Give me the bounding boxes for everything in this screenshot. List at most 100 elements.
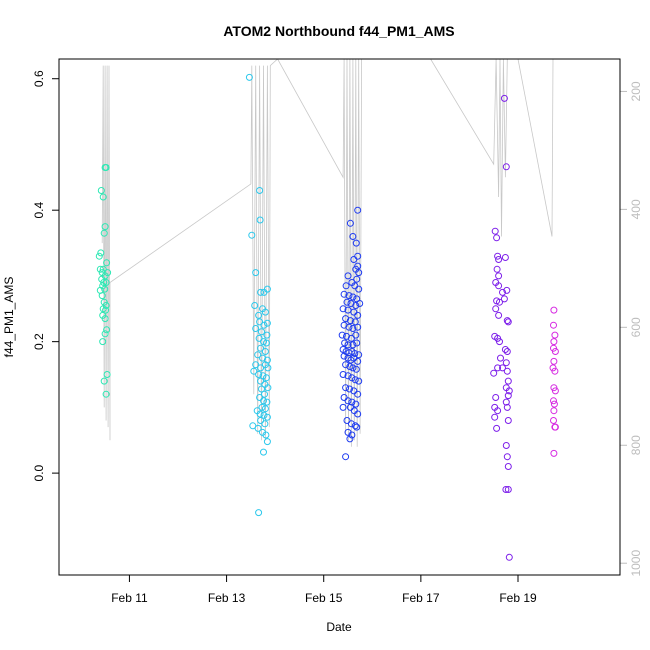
data-point	[252, 325, 260, 332]
data-point	[551, 387, 559, 395]
data-point	[349, 325, 357, 332]
data-point	[344, 272, 352, 280]
data-point	[260, 448, 267, 456]
data-point	[505, 387, 513, 395]
data-point	[352, 331, 360, 339]
data-point	[257, 377, 265, 385]
data-point	[99, 193, 107, 201]
y-axis-label: f44_PM1_AMS	[2, 277, 16, 358]
data-point	[349, 233, 357, 240]
data-point	[551, 348, 559, 355]
data-point	[346, 435, 354, 443]
data-point	[341, 339, 349, 347]
data-point	[260, 321, 268, 329]
data-point	[503, 286, 511, 294]
data-point	[354, 410, 362, 418]
data-point	[263, 398, 271, 406]
data-point	[245, 73, 253, 81]
chart-title: ATOM2 Northbound f44_PM1_AMS	[223, 23, 454, 39]
y2-tick-label: 600	[629, 317, 643, 337]
data-point	[493, 265, 501, 273]
data-point	[101, 223, 109, 231]
data-point	[342, 453, 350, 461]
data-point	[351, 376, 359, 384]
data-point	[254, 424, 262, 432]
data-point	[502, 163, 510, 171]
y-tick-label: 0.4	[32, 202, 46, 219]
data-point	[346, 385, 353, 393]
data-point	[352, 365, 360, 373]
data-point	[252, 269, 260, 277]
plot-frame	[58, 58, 621, 576]
data-point	[262, 374, 270, 382]
data-point	[502, 442, 510, 449]
data-point	[260, 411, 268, 419]
data-point	[550, 357, 558, 365]
data-point	[343, 417, 351, 424]
data-point	[97, 249, 105, 257]
data-point	[550, 306, 558, 314]
data-point	[493, 424, 501, 432]
x-tick-label: Feb 11	[111, 591, 148, 605]
data-point	[495, 256, 503, 263]
data-point	[257, 288, 265, 296]
data-point	[342, 384, 350, 392]
y2-tick-label: 400	[629, 199, 643, 219]
data-point	[102, 306, 110, 314]
data-point	[352, 400, 360, 408]
data-point	[502, 486, 510, 493]
data-point	[100, 279, 108, 286]
data-point	[491, 413, 499, 421]
data-point	[503, 317, 511, 325]
data-point	[264, 364, 272, 372]
data-point	[550, 449, 558, 457]
data-point	[354, 357, 362, 365]
data-point	[355, 285, 363, 293]
data-point	[103, 371, 111, 378]
data-point	[257, 417, 265, 424]
data-point	[500, 295, 508, 303]
x-axis-label: Date	[326, 620, 352, 634]
data-point	[258, 403, 266, 411]
data-point	[503, 453, 511, 461]
data-point	[504, 417, 512, 424]
data-point	[497, 354, 504, 362]
data-point	[344, 341, 352, 349]
data-point	[342, 282, 350, 290]
data-point	[349, 293, 357, 301]
data-point	[263, 413, 271, 421]
data-point	[353, 423, 361, 431]
data-point	[252, 361, 260, 369]
x-tick-label: Feb 15	[305, 591, 343, 605]
data-point	[257, 344, 265, 352]
data-point	[255, 371, 263, 378]
data-point	[550, 397, 557, 405]
y-tick-label: 0.6	[32, 70, 46, 87]
data-point	[261, 390, 268, 398]
data-point	[499, 364, 506, 372]
y-tick-label: 0.2	[32, 333, 46, 350]
data-point	[354, 323, 362, 331]
data-point	[493, 234, 501, 242]
data-point	[492, 394, 500, 401]
data-point	[349, 341, 357, 349]
data-point	[340, 352, 348, 360]
data-point	[343, 298, 351, 306]
y2-tick-label: 1000	[629, 550, 643, 577]
data-point	[348, 431, 356, 439]
data-point	[500, 94, 508, 102]
data-point	[261, 420, 269, 428]
data-point	[254, 351, 262, 359]
data-point	[550, 407, 558, 415]
data-point	[99, 338, 107, 346]
data-point	[496, 298, 503, 306]
data-point	[550, 417, 557, 424]
data-point	[263, 356, 271, 364]
axes-layer: Feb 11 Feb 13 Feb 15 Feb 17 Feb 19 0.0 0.2 0.4 0…	[32, 70, 643, 605]
data-point	[346, 317, 354, 325]
data-point	[340, 394, 348, 401]
data-point	[494, 364, 502, 372]
data-point	[355, 377, 363, 385]
data-points-layer	[95, 73, 559, 561]
data-point	[256, 410, 264, 418]
